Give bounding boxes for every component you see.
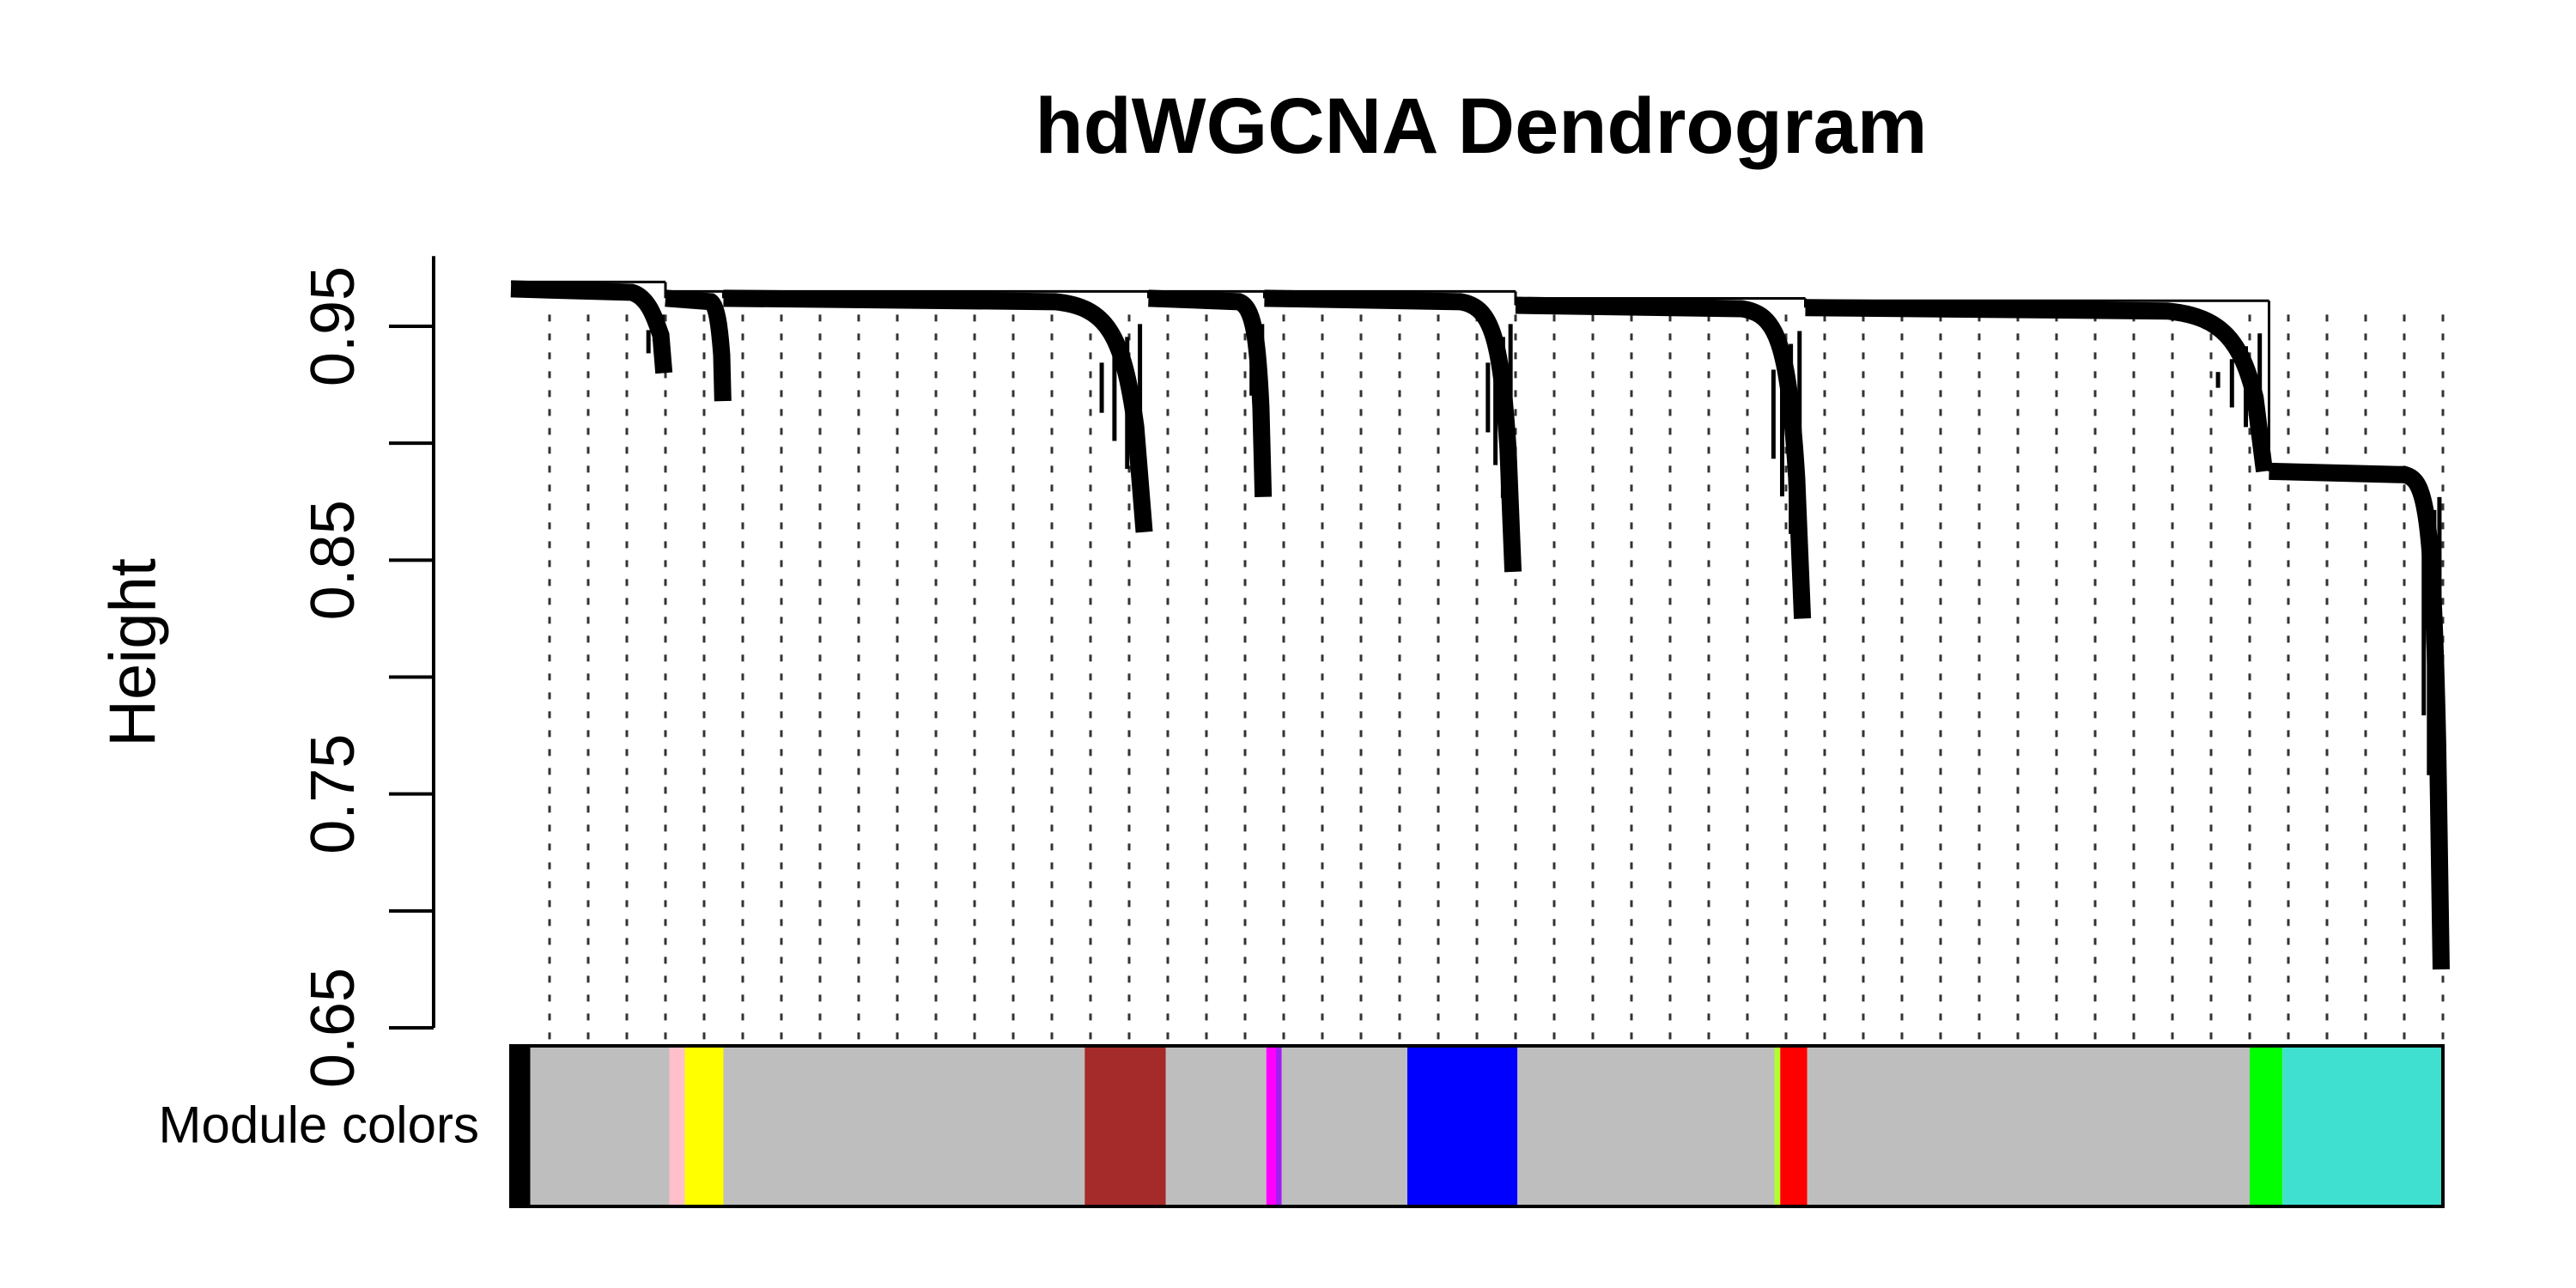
module-colors-border: [509, 1044, 2445, 1208]
module-color-segment: [1266, 1046, 1276, 1206]
module-color-segment: [669, 1046, 685, 1206]
module-color-segment: [1407, 1046, 1518, 1206]
module-color-segment: [511, 1046, 531, 1206]
module-colors-label: Module colors: [158, 1096, 479, 1154]
module-color-segment: [1276, 1046, 1282, 1206]
cluster-branch: [723, 289, 1153, 533]
module-color-segment: [723, 1046, 1085, 1206]
cluster-branch: [510, 280, 673, 374]
cluster-branch: [1805, 299, 2274, 473]
module-color-segment: [1084, 1046, 1166, 1206]
module-color-segment: [1780, 1046, 1807, 1206]
cluster-branch: [1515, 296, 1812, 619]
y-tick-label: 0.95: [299, 266, 368, 386]
module-color-segment: [1774, 1046, 1781, 1206]
cluster-branch: [2269, 462, 2450, 970]
cluster-branch: [1264, 289, 1522, 573]
chart-title: hdWGCNA Dendrogram: [1035, 82, 1928, 170]
y-tick-label: 0.75: [299, 734, 368, 854]
module-color-segment: [530, 1046, 670, 1206]
y-tick-label: 0.85: [299, 500, 368, 620]
module-color-segment: [2282, 1046, 2443, 1206]
module-color-segment: [2250, 1046, 2283, 1206]
module-color-segment: [1807, 1046, 2250, 1206]
module-color-segment: [1165, 1046, 1267, 1206]
module-color-segment: [684, 1046, 724, 1206]
module-color-segment: [1281, 1046, 1407, 1206]
y-tick-label: 0.65: [299, 968, 368, 1088]
module-color-segment: [1517, 1046, 1775, 1206]
cluster-branch: [665, 289, 732, 402]
